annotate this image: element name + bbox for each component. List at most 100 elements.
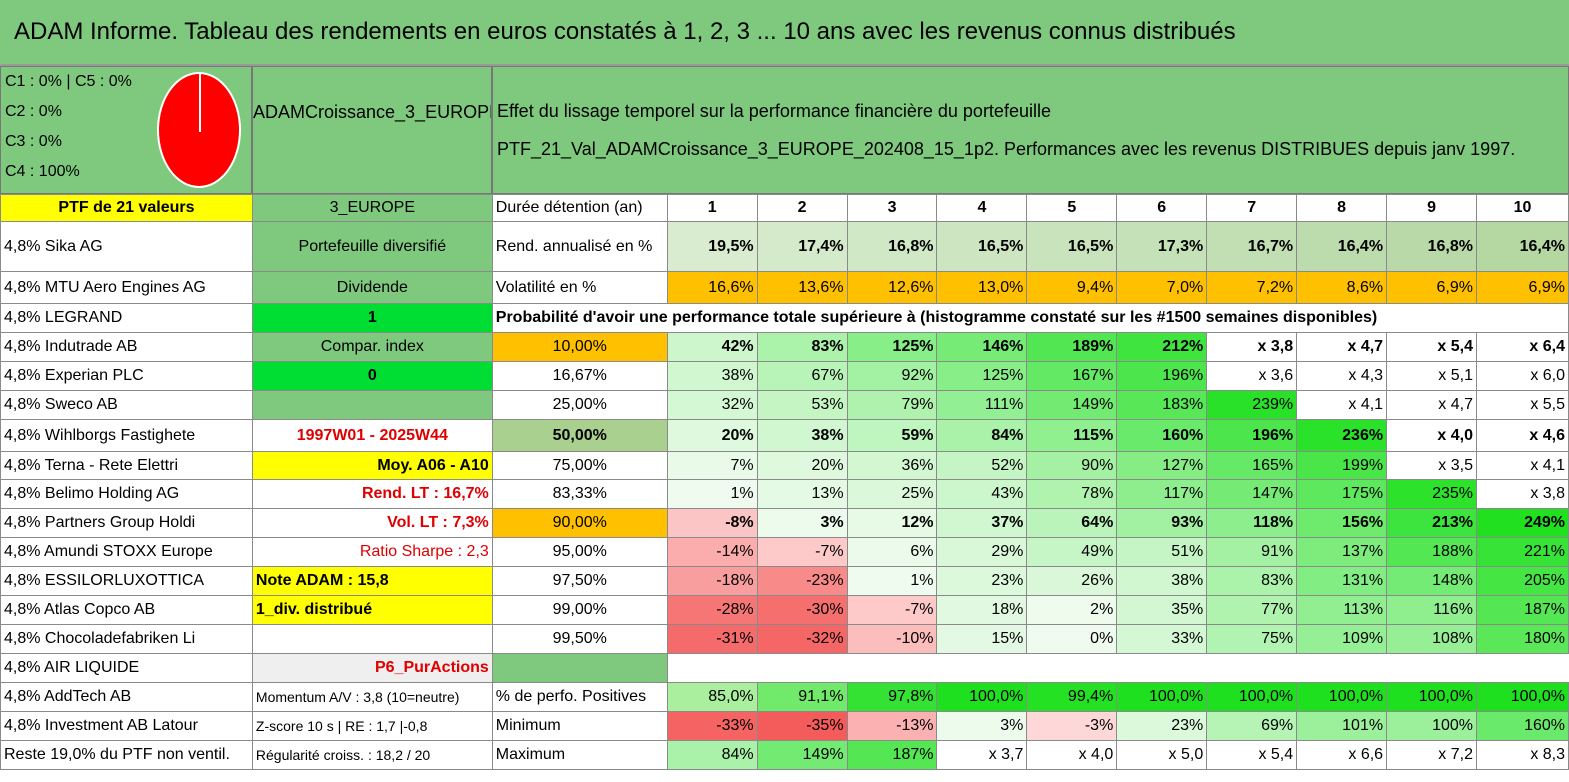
info-cell [251, 390, 493, 420]
year-header: 6 [1116, 194, 1208, 222]
probability-value: 188% [1386, 537, 1477, 567]
probability-value: 13% [756, 479, 848, 509]
row-label: Minimum [491, 711, 668, 741]
probability-value: 35% [1116, 595, 1208, 625]
report-title: ADAM Informe. Tableau des rendements en … [0, 0, 1569, 66]
info-cell: 1_div. distribué [251, 595, 493, 625]
minimum-value: 23% [1116, 711, 1208, 741]
probability-value: 59% [846, 419, 938, 452]
legend-line: C4 : 100% [5, 163, 80, 180]
positive-pct-value: 85,0% [666, 682, 758, 712]
minimum-value: -33% [666, 711, 758, 741]
probability-value: 67% [756, 361, 848, 391]
probability-value: 221% [1475, 537, 1569, 567]
info-cell: Moy. A06 - A10 [251, 451, 493, 480]
holding-name: 4,8% Indutrade AB [0, 332, 253, 362]
probability-value: 38% [1116, 566, 1208, 596]
probability-value: x 4,1 [1475, 451, 1569, 480]
probability-value: 1% [846, 566, 938, 596]
probability-value: 37% [936, 508, 1028, 538]
probability-value: -8% [666, 508, 758, 538]
probability-value: 249% [1475, 508, 1569, 538]
probability-value: x 4,7 [1386, 390, 1477, 420]
description-line-1: Effet du lissage temporel sur la perform… [497, 101, 1051, 121]
region-header: 3_EUROPE [251, 194, 493, 222]
probability-value: 49% [1026, 537, 1118, 567]
info-cell: Ratio Sharpe : 2,3 [251, 537, 493, 567]
probability-value: -28% [666, 595, 758, 625]
probability-value: 137% [1296, 537, 1388, 567]
probability-value: -23% [756, 566, 848, 596]
probability-value: 84% [936, 419, 1028, 452]
year-header: 1 [666, 194, 758, 222]
holding-name: 4,8% Chocoladefabriken Li [0, 624, 253, 654]
info-cell: 1 [251, 303, 493, 333]
volatility-value: 16,6% [666, 271, 758, 304]
allocation-pie-chart [157, 72, 241, 188]
probability-value: 83% [1206, 566, 1298, 596]
maximum-value: 149% [756, 740, 848, 770]
pie-slice-divider [199, 74, 201, 132]
probability-value: 175% [1296, 479, 1388, 509]
allocation-legend: C1 : 0% | C5 : 0% C2 : 0% C3 : 0% C4 : 1… [0, 66, 252, 194]
probability-value: x 5,5 [1475, 390, 1569, 420]
probability-value: 116% [1386, 595, 1477, 625]
duration-header: Durée détention (an) [491, 194, 668, 222]
holding-name: 4,8% Atlas Copco AB [0, 595, 253, 625]
maximum-value: x 3,7 [936, 740, 1028, 770]
probability-value: 38% [756, 419, 848, 452]
probability-value: 29% [936, 537, 1028, 567]
probability-value: 77% [1206, 595, 1298, 625]
probability-value: 196% [1206, 419, 1298, 452]
probability-value: x 3,6 [1206, 361, 1298, 391]
volatility-value: 6,9% [1475, 271, 1569, 304]
probability-value: 113% [1296, 595, 1388, 625]
volatility-value: 13,6% [756, 271, 848, 304]
portfolio-name: ADAMCroissance_3_EUROPE_202408_15_1p2 [252, 66, 492, 194]
volatility-value: 12,6% [846, 271, 938, 304]
probability-value: 25% [846, 479, 938, 509]
minimum-value: 160% [1475, 711, 1569, 741]
year-header: 9 [1386, 194, 1477, 222]
probability-value: x 4,3 [1296, 361, 1388, 391]
positive-pct-value: 99,4% [1026, 682, 1118, 712]
holding-name: 4,8% Partners Group Holdi [0, 508, 253, 538]
probability-value: 236% [1296, 419, 1388, 452]
info-cell: 1997W01 - 2025W44 [251, 419, 493, 452]
quantile-cell: 99,50% [491, 624, 668, 654]
row-label: % de perfo. Positives [491, 682, 668, 712]
info-cell: Vol. LT : 7,3% [251, 508, 493, 538]
probability-value: -32% [756, 624, 848, 654]
probability-value: 127% [1116, 451, 1208, 480]
minimum-value: 69% [1206, 711, 1298, 741]
probability-value: 2% [1026, 595, 1118, 625]
probability-value: 42% [666, 332, 758, 362]
probability-value: 212% [1116, 332, 1208, 362]
probability-value: 3% [756, 508, 848, 538]
return-value: 17,3% [1116, 221, 1208, 272]
holding-name: 4,8% Belimo Holding AG [0, 479, 253, 509]
row-label: Volatilité en % [491, 271, 668, 304]
probability-value: -30% [756, 595, 848, 625]
probability-value: 235% [1386, 479, 1477, 509]
return-value: 16,7% [1206, 221, 1298, 272]
quantile-cell: 99,00% [491, 595, 668, 625]
probability-value: x 3,8 [1206, 332, 1298, 362]
probability-value: -18% [666, 566, 758, 596]
holding-name: 4,8% Amundi STOXX Europe [0, 537, 253, 567]
probability-value: x 3,8 [1475, 479, 1569, 509]
holding-name: Reste 19,0% du PTF non ventil. [0, 740, 253, 770]
positive-pct-value: 100,0% [936, 682, 1028, 712]
probability-value: 131% [1296, 566, 1388, 596]
probability-value: 38% [666, 361, 758, 391]
holding-name: 4,8% AddTech AB [0, 682, 253, 712]
probability-value: 90% [1026, 451, 1118, 480]
probability-value: 20% [756, 451, 848, 480]
quantile-cell: 25,00% [491, 390, 668, 420]
quantile-cell: 90,00% [491, 508, 668, 538]
info-cell: Compar. index [251, 332, 493, 362]
info-cell: 0 [251, 361, 493, 391]
quantile-cell: 83,33% [491, 479, 668, 509]
probability-value: x 4,0 [1386, 419, 1477, 452]
probability-value: x 5,1 [1386, 361, 1477, 391]
